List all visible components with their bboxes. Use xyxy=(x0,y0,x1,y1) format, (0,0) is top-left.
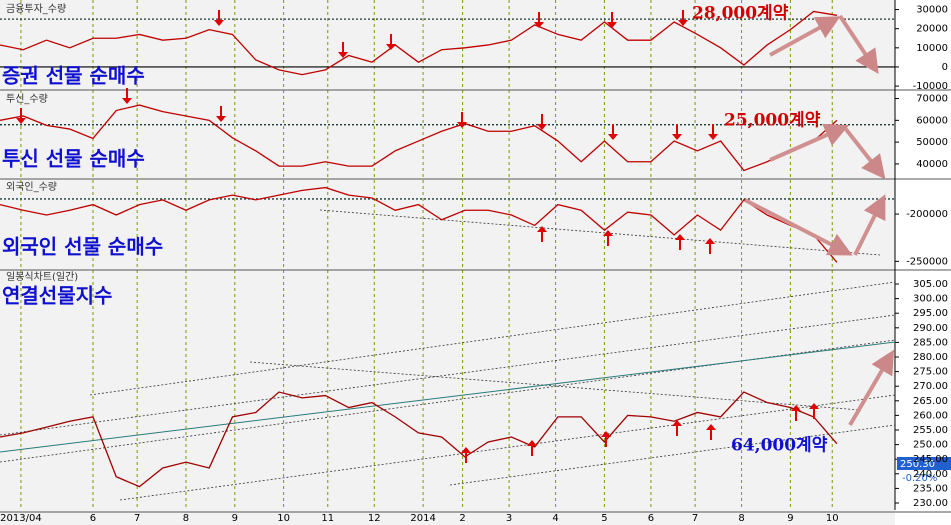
y-tick-label: 260.00 xyxy=(913,410,948,421)
data-line xyxy=(0,10,837,76)
y-tick-label: 70000 xyxy=(916,94,948,105)
y-tick-label: 50000 xyxy=(916,137,948,148)
x-tick-label: 2013/04 xyxy=(0,513,42,524)
y-tick-label: 60000 xyxy=(916,115,948,126)
data-line xyxy=(0,186,838,263)
annotation: 연결선물지수 xyxy=(2,284,112,308)
x-tick-label: 11 xyxy=(321,513,334,524)
grid-layer xyxy=(0,0,951,513)
data-line xyxy=(0,104,838,172)
y-tick-label: 30000 xyxy=(916,5,948,16)
y-tick-label: 245.00 xyxy=(913,454,948,465)
y-tick-label: 305.00 xyxy=(913,279,948,290)
y-tick-label: 235.00 xyxy=(913,483,948,494)
x-tick-label: 10 xyxy=(277,513,290,524)
y-tick-label: 40000 xyxy=(916,159,948,170)
x-tick-label: 7 xyxy=(692,513,698,524)
annotation: 외국인 선물 순매수 xyxy=(2,235,163,259)
forecast-arrows xyxy=(744,14,895,427)
x-tick-label: 12 xyxy=(368,513,381,524)
data-line xyxy=(0,391,838,488)
x-tick-label: 6 xyxy=(90,513,96,524)
y-tick-label: -10000 xyxy=(913,81,948,92)
x-tick-label: 5 xyxy=(601,513,607,524)
y-tick-label: 230.00 xyxy=(913,498,948,509)
panel-title: 투신_수량 xyxy=(6,93,48,105)
y-tick-label: 285.00 xyxy=(913,337,948,348)
x-tick-label: 9 xyxy=(232,513,238,524)
x-tick-label: 9 xyxy=(787,513,793,524)
y-tick-label: 250.00 xyxy=(913,440,948,451)
y-tick-label: 10000 xyxy=(916,43,948,54)
panel-title: 금융투자_수량 xyxy=(6,3,66,15)
y-tick-label: 300.00 xyxy=(913,294,948,305)
x-tick-label: 2 xyxy=(459,513,465,524)
x-tick-label: 6 xyxy=(648,513,654,524)
annotation: 증권 선물 순매수 xyxy=(2,64,145,88)
trend-line xyxy=(0,341,896,453)
plots xyxy=(0,10,838,488)
y-tick-label: 0 xyxy=(942,62,948,73)
axis-area xyxy=(895,0,951,525)
annotation: 28,000계약 xyxy=(692,3,789,24)
y-tick-label: 295.00 xyxy=(913,308,948,319)
y-tick-label: 240.00 xyxy=(913,469,948,480)
y-tick-label: 255.00 xyxy=(913,425,948,436)
x-tick-label: 2014 xyxy=(410,513,435,524)
signal-arrows xyxy=(16,10,819,463)
x-tick-label: 10 xyxy=(826,513,839,524)
panel-title: 외국인_수량 xyxy=(6,181,57,193)
x-tick-label: 4 xyxy=(552,513,558,524)
y-tick-label: 265.00 xyxy=(913,396,948,407)
y-tick-label: 20000 xyxy=(916,24,948,35)
y-tick-label: 280.00 xyxy=(913,352,948,363)
annotation: 투신 선물 순매수 xyxy=(2,147,145,171)
annotation: 64,000계약 xyxy=(731,435,828,456)
last-value-box xyxy=(897,457,951,470)
panel-title: 일봉식차트(일간) xyxy=(6,271,78,283)
x-tick-label: 8 xyxy=(183,513,189,524)
y-tick-label: 290.00 xyxy=(913,323,948,334)
x-tick-label: 8 xyxy=(738,513,744,524)
last-value: 250.30 xyxy=(900,459,935,470)
x-tick-label: 3 xyxy=(506,513,512,524)
y-tick-label: 275.00 xyxy=(913,367,948,378)
x-tick-label: 7 xyxy=(134,513,140,524)
y-tick-label: 270.00 xyxy=(913,381,948,392)
y-tick-label: -250000 xyxy=(906,256,948,267)
annotation: 25,000계약 xyxy=(724,110,821,131)
y-tick-label: -200000 xyxy=(906,209,948,220)
change-value: -0.20% xyxy=(902,473,937,484)
